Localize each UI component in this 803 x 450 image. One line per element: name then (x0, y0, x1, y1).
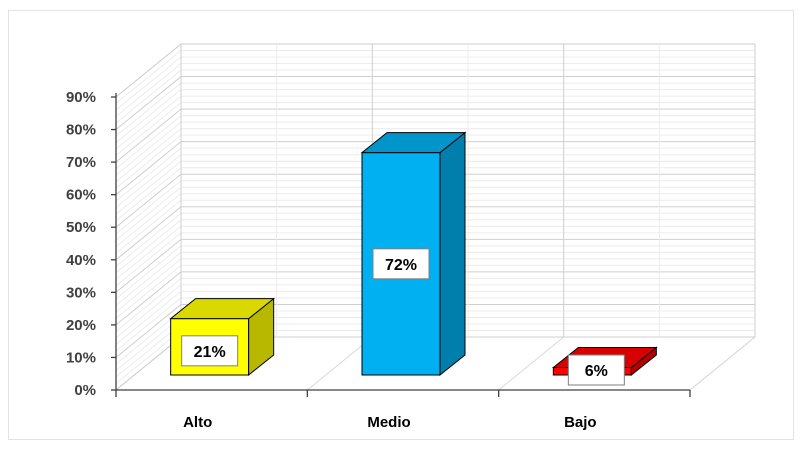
gridline (115, 128, 182, 183)
gridline (115, 121, 182, 176)
gridline (115, 115, 182, 170)
bar-top (169, 298, 276, 320)
gridline (689, 336, 756, 391)
gridline (115, 238, 182, 293)
gridline (115, 102, 182, 156)
gridline (115, 232, 182, 287)
gridline (115, 56, 182, 111)
gridline (115, 291, 182, 345)
gridline (115, 225, 182, 280)
y-tick-label: 20% (66, 317, 96, 334)
gridline (115, 160, 182, 215)
gridline (115, 251, 182, 306)
gridline (115, 76, 182, 130)
y-tick-label: 80% (66, 122, 96, 139)
gridline (115, 271, 182, 326)
gridline (115, 284, 182, 339)
data-label-box (567, 354, 625, 386)
gridline (115, 173, 182, 228)
gridline (115, 245, 182, 300)
gridline (115, 69, 182, 124)
data-label-medio: 72% (385, 257, 417, 274)
gridline (115, 193, 182, 248)
gridline (498, 336, 564, 391)
data-label-alto: 21% (194, 344, 226, 361)
bar-top (360, 132, 467, 154)
y-tick-label: 30% (66, 284, 96, 301)
y-tick-label: 70% (66, 154, 96, 171)
gridline (115, 206, 182, 261)
gridline (115, 82, 182, 137)
gridline (115, 134, 182, 189)
category-label-medio: Medio (367, 414, 410, 431)
gridline (115, 180, 182, 235)
gridline (115, 212, 182, 267)
gridline (115, 199, 182, 254)
y-tick-label: 60% (66, 187, 96, 204)
gridline (115, 147, 182, 202)
y-tick-label: 10% (66, 349, 96, 366)
gridline (115, 186, 182, 241)
y-tick-label: 40% (66, 252, 96, 269)
gridline (115, 297, 182, 352)
y-tick-label: 90% (66, 89, 96, 106)
gridline (115, 141, 182, 196)
gridline (115, 278, 182, 332)
gridline (115, 95, 182, 150)
y-tick-label: 50% (66, 219, 96, 236)
data-label-bajo: 6% (585, 363, 608, 380)
data-label-box (181, 335, 239, 367)
gridline (115, 304, 182, 358)
gridline (115, 43, 182, 98)
y-tick-label: 0% (74, 382, 96, 399)
gridline (115, 219, 182, 274)
gridline (115, 258, 182, 313)
bar-side (439, 131, 466, 377)
category-label-bajo: Bajo (564, 414, 597, 431)
gridline (115, 63, 182, 117)
gridline (115, 89, 182, 143)
gridline (115, 154, 182, 209)
data-label-box (372, 248, 430, 280)
category-label-alto: Alto (183, 414, 212, 431)
gridline (115, 264, 182, 319)
gridline (115, 167, 182, 222)
gridline (115, 108, 182, 163)
gridline (115, 50, 182, 104)
